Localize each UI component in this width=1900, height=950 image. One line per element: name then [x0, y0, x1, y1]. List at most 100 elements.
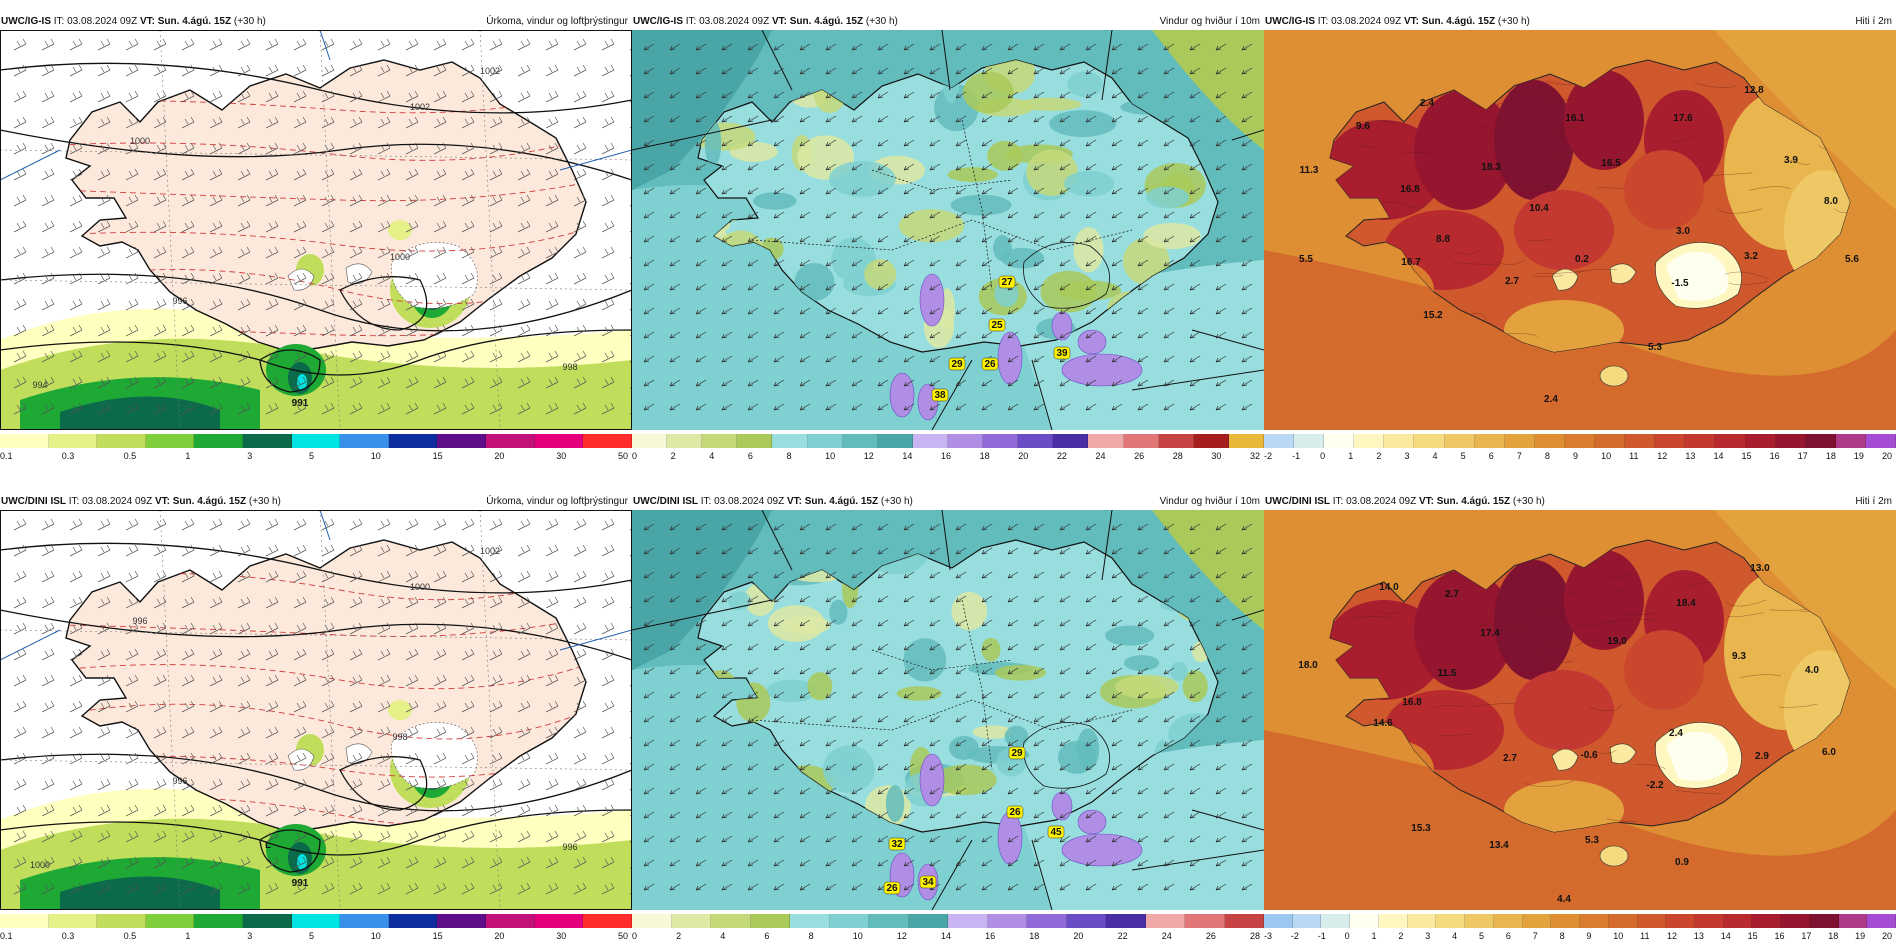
- colorbar-tick-label: 16: [985, 931, 996, 941]
- map-area[interactable]: 13.0 14.0 2.7 18.4 17.4 19.0 9.3 18.0 11.5 4.0 14.…: [1264, 510, 1896, 910]
- colorbar-tick-label: 6: [1488, 451, 1494, 461]
- valid-time-label: VT:: [139, 16, 155, 27]
- temperature-value-label: 0.2: [1575, 254, 1589, 265]
- colorbar-tick-label: 14: [1720, 931, 1731, 941]
- boundaries: [632, 510, 1264, 910]
- model-name: UWC/DINI ISL: [1, 496, 66, 507]
- colorbar-swatch: [97, 914, 146, 928]
- colorbar-swatch: [1436, 914, 1466, 928]
- gust-value-label: 29: [1011, 748, 1023, 759]
- colorbar-tick-label: 18: [1825, 451, 1836, 461]
- colorbar-tick-label: 26: [1205, 931, 1216, 941]
- colorbar-ticks: -2 -1 0 1 2 3 4 5 6 7 8 9 10 11 12 13 14 15 16 17 18 19 20: [1264, 450, 1896, 462]
- colorbar-tick-label: 0.5: [123, 451, 137, 461]
- colorbar-tick-label: 2: [1398, 931, 1404, 941]
- temperature-value-label: 2.7: [1445, 589, 1459, 600]
- colorbar-swatch: [1838, 914, 1868, 928]
- panel-title: UWC/IG-IS IT: 03.08.2024 09Z VT: Sun. 4.…: [1264, 14, 1896, 30]
- temperature-value-label: 13.4: [1489, 840, 1509, 851]
- colorbar-tick-label: 12: [1667, 931, 1678, 941]
- model-name: UWC/DINI ISL: [1265, 496, 1330, 507]
- panel-wind-igis: UWC/IG-IS IT: 03.08.2024 09Z VT: Sun. 4.…: [632, 14, 1264, 468]
- colorbar-swatch: [1465, 914, 1494, 928]
- valid-time-label: VT:: [771, 16, 787, 27]
- panel-title: UWC/DINI ISL IT: 03.08.2024 09Z VT: Sun.…: [1264, 494, 1896, 510]
- colorbar-tick-label: 10: [1613, 931, 1624, 941]
- isobar-label: 1000: [30, 860, 50, 870]
- temperature-value-label: 9.6: [1356, 121, 1370, 132]
- colorbar-swatch: [0, 914, 49, 928]
- colorbar-swatch: [388, 434, 438, 448]
- colorbar-swatch: [194, 914, 244, 928]
- colorbar-swatch: [388, 914, 438, 928]
- colorbar-swatch: [1354, 434, 1385, 448]
- colorbar-swatch: [790, 914, 830, 928]
- colorbar-swatch: [48, 914, 98, 928]
- colorbar-tick-label: 20: [1882, 931, 1893, 941]
- colorbar-tick-label: 2: [670, 451, 676, 461]
- temperature-value-label: 18.0: [1298, 660, 1318, 671]
- colorbar-swatch: [291, 434, 341, 448]
- colorbar-ticks: 0 2 4 6 8 10 12 14 16 18 20 22 24 26 28 30 32: [632, 450, 1264, 462]
- valid-time: Sun. 4.ágú. 15Z: [157, 16, 232, 27]
- map-area[interactable]: 29 26 45 32 26 34: [632, 510, 1264, 910]
- colorbar-swatch: [1193, 434, 1229, 448]
- colorbar-swatch: [1185, 914, 1225, 928]
- valid-time: Sun. 4.ágú. 15Z: [172, 496, 247, 507]
- colorbar-tick-label: 3: [1425, 931, 1431, 941]
- colorbar-tick-label: 8: [1559, 931, 1565, 941]
- map-area[interactable]: 12.8 2.4 9.6 16.1 17.6 11.3 18.3 16.5 3.9 16.8 10.…: [1264, 30, 1896, 430]
- colorbar-tick-label: 3: [247, 931, 253, 941]
- panel-wind-dini: UWC/DINI ISL IT: 03.08.2024 09Z VT: Sun.…: [632, 494, 1264, 948]
- isobars: [0, 62, 632, 393]
- temperature-value-label: 16.7: [1401, 257, 1421, 268]
- colorbar-swatch: [877, 434, 913, 448]
- colorbar-tick-label: 3: [247, 451, 253, 461]
- map-area[interactable]: 1002 1002 1000 996 1000 994 991 998: [0, 30, 632, 430]
- colorbar-tick-label: 6: [1505, 931, 1511, 941]
- colorbar-swatch: [340, 434, 389, 448]
- temperature-value-label: 16.5: [1601, 158, 1621, 169]
- colorbar-swatch: [908, 914, 948, 928]
- isobar-label: 991: [292, 398, 309, 409]
- colorbar-tick-label: 24: [1161, 931, 1172, 941]
- map-area[interactable]: 27 25 29 26 38 39: [632, 30, 1264, 430]
- colorbar-swatch: [1564, 434, 1596, 448]
- colorbar-swatch: [486, 434, 535, 448]
- colorbar-swatch: [702, 434, 738, 448]
- colorbar-swatch: [1228, 434, 1264, 448]
- colorbar-swatch: [1522, 914, 1552, 928]
- colorbar-tick-label: -2: [1264, 451, 1273, 461]
- temperature-value-label: 11.3: [1300, 165, 1319, 176]
- colorbar-swatch: [1444, 434, 1475, 448]
- colorbar-tick-label: 1: [1371, 931, 1377, 941]
- map-area[interactable]: 1002 1000 996 996 998 1000 991 996 L: [0, 510, 632, 910]
- colorbar-tick-label: 15: [1747, 931, 1758, 941]
- colorbar-tick-label: 2: [1376, 451, 1382, 461]
- colorbar-tick-label: 50: [618, 451, 629, 461]
- colorbar-swatch: [1625, 434, 1656, 448]
- temperature-value-label: -1.5: [1671, 278, 1689, 289]
- colorbar-swatch: [291, 914, 341, 928]
- colorbar-tick-label: 4: [1452, 931, 1458, 941]
- temperature-value-label: 8.8: [1436, 234, 1450, 245]
- colorbar-swatch: [1018, 434, 1054, 448]
- temperature-value-label: 14.6: [1373, 718, 1393, 729]
- colorbar-swatch: [534, 434, 584, 448]
- field-name: Hiti í 2m: [1855, 16, 1892, 27]
- colorbar-swatch: [1865, 434, 1896, 448]
- colorbar-tick-label: 10: [852, 931, 863, 941]
- colorbar-tick-label: 20: [494, 451, 505, 461]
- colorbar-tick-label: 8: [808, 931, 814, 941]
- colorbar-tick-label: 11: [1629, 451, 1639, 461]
- colorbar-swatch: [1493, 914, 1523, 928]
- model-name: UWC/IG-IS: [1, 16, 51, 27]
- panel-precip-igis: UWC/IG-IS IT: 03.08.2024 09Z VT: Sun. 4.…: [0, 14, 632, 468]
- colorbar-tick-label: 30: [556, 451, 567, 461]
- colorbar-swatch: [145, 914, 195, 928]
- gust-value-label: 45: [1050, 827, 1062, 838]
- colorbar-swatch: [1685, 434, 1716, 448]
- temperature-value-label: 3.2: [1744, 251, 1758, 262]
- colorbar-swatch: [1321, 914, 1351, 928]
- colorbar-tick-label: 10: [1601, 451, 1612, 461]
